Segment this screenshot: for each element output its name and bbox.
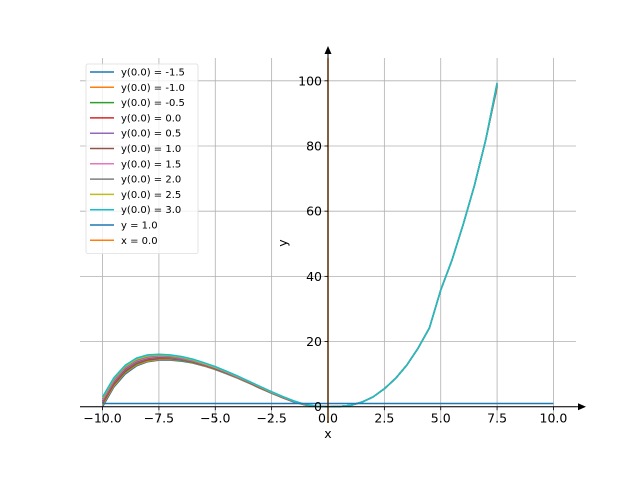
x-tick-label: −5.0 <box>200 411 230 426</box>
x-tick-label: 0.0 <box>318 411 338 426</box>
x-axis-arrow <box>578 403 586 411</box>
legend-entry: y(0.0) = 0.5 <box>121 129 181 140</box>
y-tick-label: 80 <box>306 138 322 153</box>
x-tick-label: 7.5 <box>487 411 507 426</box>
y-axis-label: y <box>275 239 290 247</box>
x-tick-label: 10.0 <box>540 411 568 426</box>
legend-box <box>85 63 199 255</box>
axes <box>80 46 586 423</box>
y-tick-label: 20 <box>306 334 322 349</box>
legend-entry: y(0.0) = 1.5 <box>121 159 181 170</box>
legend-entry: y(0.0) = -1.5 <box>121 68 185 79</box>
x-tick-label: −10.0 <box>83 411 121 426</box>
legend-entry: y(0.0) = 1.0 <box>121 144 181 155</box>
legend: y(0.0) = -1.5 y(0.0) = -1.0 y(0.0) = -0.5 y… <box>85 63 199 255</box>
legend-entry: y(0.0) = 0.0 <box>121 113 181 124</box>
legend-entry: y(0.0) = -1.0 <box>121 83 185 94</box>
y-tick-label: 40 <box>306 269 322 284</box>
y-axis-arrow <box>324 46 332 54</box>
legend-entry: y(0.0) = 3.0 <box>121 205 181 216</box>
y-tick-label: 0 <box>314 399 322 414</box>
x-axis-label: x <box>324 426 331 441</box>
y-tick-label: 60 <box>306 204 322 219</box>
legend-entry: x = 0.0 <box>121 236 158 247</box>
legend-entry: y = 1.0 <box>121 221 158 232</box>
x-tick-label: 5.0 <box>431 411 451 426</box>
x-tick-label: 2.5 <box>374 411 394 426</box>
legend-entry: y(0.0) = 2.0 <box>121 175 181 186</box>
legend-entry: y(0.0) = -0.5 <box>121 98 185 109</box>
x-tick-label: −2.5 <box>256 411 286 426</box>
ticks: −10.0 −7.5 −5.0 −2.5 0.0 2.5 5.0 7.5 10.0 0 20 40 60… <box>83 73 567 425</box>
legend-entry: y(0.0) = 2.5 <box>121 190 181 201</box>
x-tick-label: −7.5 <box>144 411 174 426</box>
y-tick-label: 100 <box>298 73 322 88</box>
